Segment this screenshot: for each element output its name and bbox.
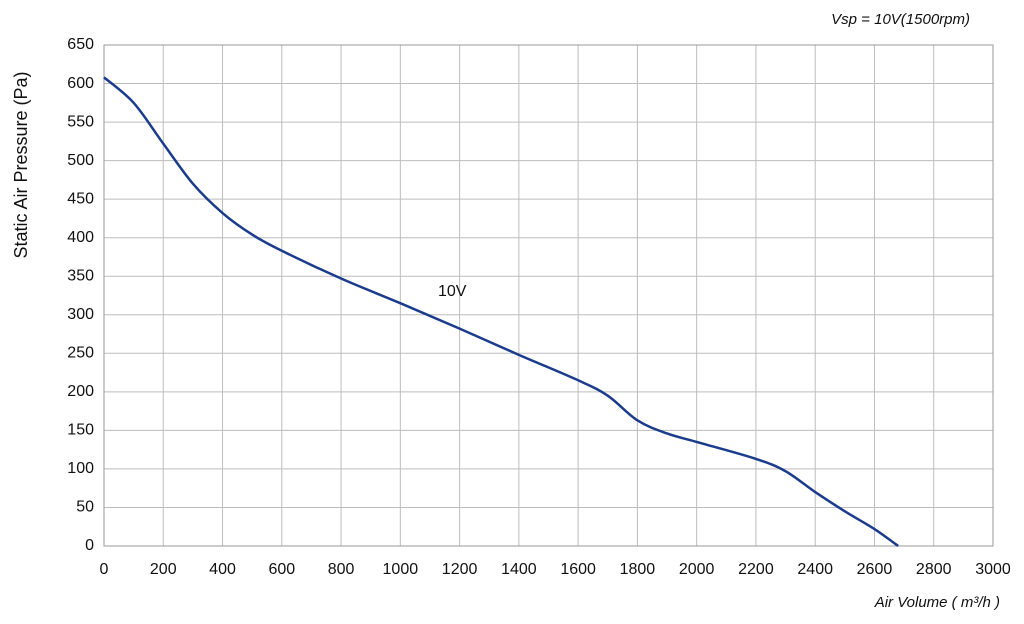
y-tick-label: 500: [67, 152, 94, 169]
y-tick-label: 400: [67, 229, 94, 246]
x-tick-label: 1600: [560, 561, 596, 578]
x-tick-label: 1200: [442, 561, 478, 578]
plot-border: [103, 44, 994, 547]
x-tick-label: 3000: [975, 561, 1011, 578]
y-axis-label: Static Air Pressure (Pa): [11, 71, 31, 258]
x-tick-label: 200: [150, 561, 177, 578]
y-tick-label: 0: [85, 537, 94, 554]
x-tick-label: 2200: [738, 561, 774, 578]
subtitle: Vsp = 10V(1500rpm): [831, 11, 970, 28]
x-tick-label: 0: [100, 561, 109, 578]
y-tick-label: 200: [67, 383, 94, 400]
x-tick-label: 2600: [857, 561, 893, 578]
x-tick-label: 800: [328, 561, 355, 578]
y-tick-label: 100: [67, 460, 94, 477]
x-tick-label: 400: [209, 561, 236, 578]
x-tick-label: 2400: [797, 561, 833, 578]
x-tick-label: 2000: [679, 561, 715, 578]
x-tick-label: 1400: [501, 561, 537, 578]
x-tick-label: 600: [268, 561, 295, 578]
y-tick-label: 300: [67, 306, 94, 323]
y-tick-label: 550: [67, 113, 94, 130]
y-tick-label: 250: [67, 345, 94, 362]
y-tick-label: 600: [67, 75, 94, 92]
line: [103, 76, 899, 548]
y-tick-label: 650: [67, 36, 94, 53]
x-tick-label: 1000: [383, 561, 419, 578]
y-tick-label: 50: [76, 499, 94, 516]
x-tick-label: 1800: [620, 561, 656, 578]
y-tick-label: 350: [67, 267, 94, 284]
y-tick-label: 150: [67, 422, 94, 439]
series-label: 10V: [438, 283, 467, 300]
x-axis-label: Air Volume ( m³/h ): [874, 594, 1000, 611]
x-tick-label: 2800: [916, 561, 952, 578]
y-tick-label: 450: [67, 190, 94, 207]
